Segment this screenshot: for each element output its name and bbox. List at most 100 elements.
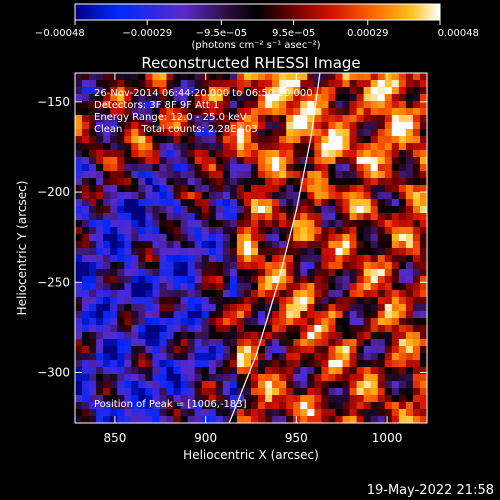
heatmap-cell [314,150,322,158]
heatmap-cell [187,199,195,207]
heatmap-cell [187,346,195,354]
heatmap-cell [265,73,273,81]
heatmap-cell [391,241,400,249]
heatmap-cell [124,241,132,249]
heatmap-cell [314,283,322,291]
heatmap-cell [251,325,259,333]
heatmap-cell [384,192,393,200]
heatmap-cell [117,80,125,88]
heatmap-cell [398,115,407,123]
heatmap-cell [251,164,259,172]
heatmap-cell [145,143,153,151]
heatmap-cell [328,353,336,361]
heatmap-cell [405,108,414,116]
heatmap-cell [258,150,266,158]
heatmap-cell [96,381,104,389]
heatmap-cell [201,269,210,277]
heatmap-cell [201,395,210,403]
heatmap-cell [286,332,294,340]
heatmap-cell [187,122,195,130]
heatmap-cell [145,101,153,109]
heatmap-cell [286,318,294,326]
heatmap-cell [286,388,294,396]
heatmap-cell [349,381,357,389]
heatmap-cell [405,290,414,298]
heatmap-cell [138,269,146,277]
heatmap-cell [124,206,132,214]
heatmap-cell [384,269,393,277]
heatmap-cell [307,395,315,403]
heatmap-cell [173,129,181,137]
heatmap-cell [159,164,167,172]
heatmap-cell [236,381,245,389]
heatmap-cell [370,374,379,382]
heatmap-cell [131,395,139,403]
heatmap-cell [243,164,252,172]
heatmap-cell [342,311,350,319]
heatmap-cell [300,192,308,200]
heatmap-cell [363,395,371,403]
heatmap-cell [222,129,231,137]
heatmap-cell [272,325,280,333]
heatmap-cell [75,318,83,326]
heatmap-cell [349,297,357,305]
heatmap-cell [159,276,167,284]
heatmap-cell [391,276,400,284]
heatmap-cell [279,297,287,305]
heatmap-cell [405,213,414,221]
heatmap-cell [222,115,231,123]
heatmap-cell [110,374,118,382]
heatmap-cell [286,353,294,361]
heatmap-cell [159,318,167,326]
heatmap-cell [279,381,287,389]
heatmap-cell [173,115,181,123]
heatmap-cell [272,185,280,193]
heatmap-cell [215,136,224,144]
heatmap-cell [89,276,97,284]
heatmap-cell [258,206,266,214]
heatmap-cell [384,374,393,382]
heatmap-cell [215,115,224,123]
heatmap-cell [117,290,125,298]
heatmap-cell [131,374,139,382]
heatmap-cell [89,290,97,298]
heatmap-cell [222,94,231,102]
heatmap-cell [208,129,217,137]
heatmap-cell [236,206,245,214]
heatmap-cell [243,395,252,403]
heatmap-cell [236,101,245,109]
heatmap-cell [138,262,146,270]
heatmap-cell [75,353,83,361]
heatmap-cell [152,269,160,277]
heatmap-cell [215,171,224,179]
heatmap-cell [356,248,364,256]
heatmap-cell [208,115,217,123]
heatmap-cell [272,178,280,186]
heatmap-cell [208,381,217,389]
heatmap-cell [145,381,153,389]
heatmap-cell [356,178,364,186]
heatmap-cell [258,241,266,249]
heatmap-cell [391,192,400,200]
heatmap-cell [82,150,90,158]
heatmap-cell [236,94,245,102]
heatmap-cell [377,416,386,423]
heatmap-cell [208,241,217,249]
heatmap-cell [187,297,195,305]
x-tick-label: 850 [103,431,126,445]
heatmap-cell [307,199,315,207]
heatmap-cell [314,402,322,410]
heatmap-cell [307,220,315,228]
heatmap-cell [412,346,421,354]
heatmap-cell [166,409,174,417]
heatmap-cell [258,276,266,284]
heatmap-cell [166,304,174,312]
heatmap-cell [152,164,160,172]
heatmap-cell [82,234,90,242]
heatmap-cell [293,73,301,81]
heatmap-cell [75,220,83,228]
heatmap-cell [335,395,343,403]
colorbar-tick-label: 0.00048 [438,28,479,39]
heatmap-cell [405,192,414,200]
heatmap-cell [82,353,90,361]
